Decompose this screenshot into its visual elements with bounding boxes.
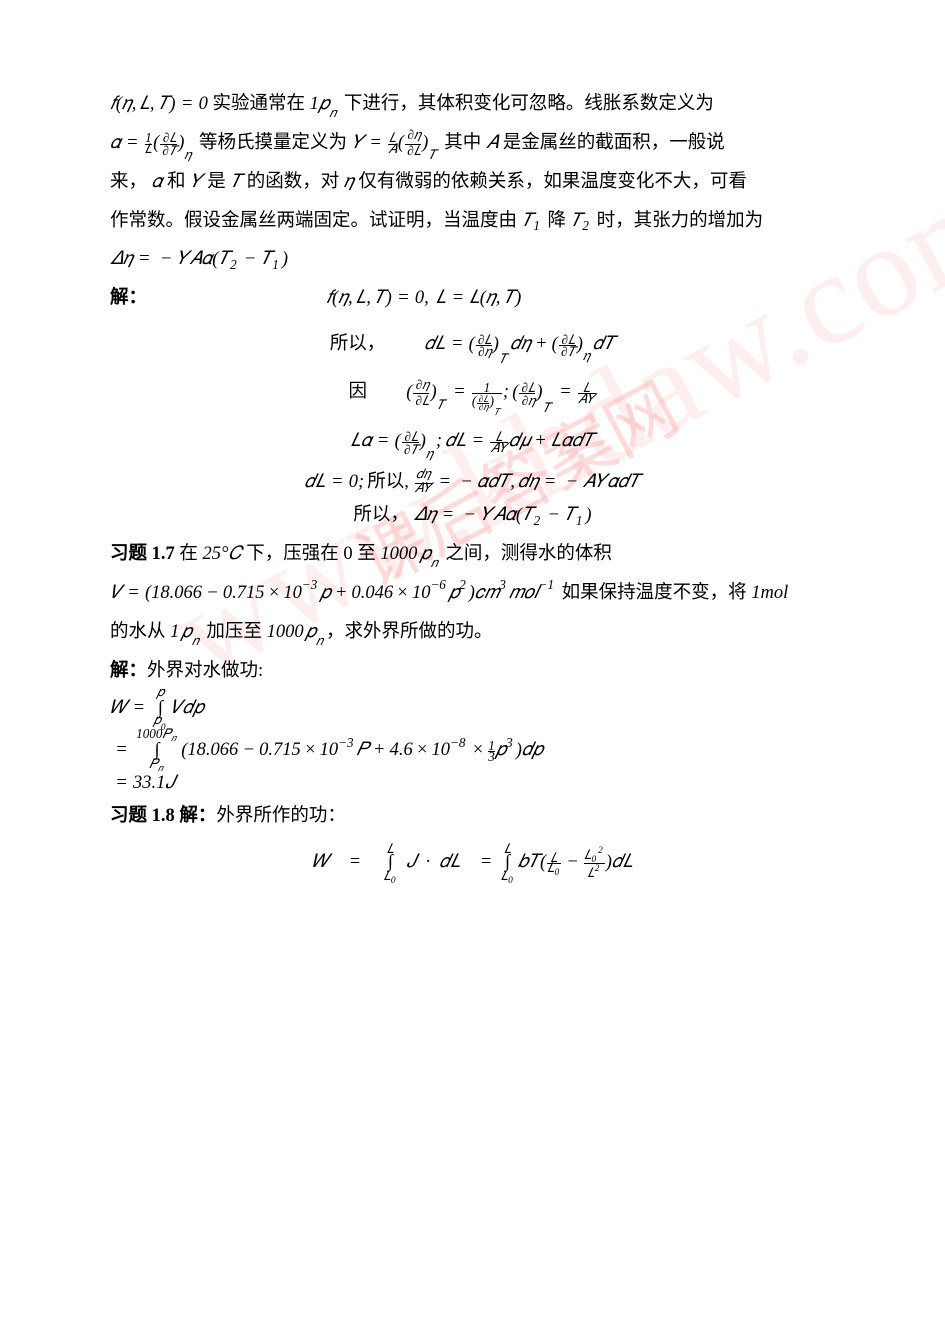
sym-T2: T2 [571,213,592,230]
ex17-t6: 加压至 [202,622,267,642]
sym-eta: η [344,178,354,191]
para-4: 作常数。假设金属丝两端固定。试证明，当温度由 T1 降 T2 时，其张力的增加为 [110,202,835,241]
ex17-t5: 的水从 [110,622,170,642]
label-suoyi2: 所以, [367,472,409,492]
eq-block-yin: 因 (∂η∂L)T= 1(∂L∂η)T ;(∂L∂η)T=LAY [110,370,835,415]
sym-Y: Y [190,174,203,187]
p1-t1: 实验通常在 [208,94,310,114]
p3-t5: 仅有微弱的依赖关系，如果温度变化不大，可看 [354,172,747,192]
p1-t2: 下进行，其体积变化可忽略。线胀系数定义为 [339,94,714,114]
eq-ex18: W= ∫L0LJ·dL = ∫L0LbT (LL0−L02L2)dL [312,845,633,883]
eq-1mol: 1mol [751,585,788,598]
eq-1000pn: 1000pn [380,546,440,567]
sym-T1: T1 [522,213,543,230]
eq-dL0: dL=0; [305,474,368,490]
eq-1pn: 1pn [310,96,340,117]
p3-t3: 是 [203,172,231,192]
eq-V: V=(18.066−0.715×10−3p+0.046×10−6p2)cm3mo… [110,581,557,603]
eq-partials: (∂η∂L)T= 1(∂L∂η)T ;(∂L∂η)T=LAY [406,379,596,416]
ex17-sol-label: 解： [110,661,147,681]
eq-deta: dηAY=−αdT,dη=−AYαdT [414,469,641,492]
p3-t2: 和 [162,172,190,192]
p3-t1: 来， [110,172,152,192]
ex18-text: 外界所作的功： [216,806,346,826]
ex17-t7: ，求外界所做的功。 [326,622,493,642]
label-yin: 因 [348,382,367,402]
solution-line: 解： f(η,L,T)=0,L=L(η,T) [110,279,835,318]
sym-alpha: α [152,178,163,187]
eq-final: Δη=−YAα(T2−T1) [414,507,592,526]
eq-block-dL0: dL=0; 所以, dηAY=−αdT,dη=−AYαdT [110,468,835,498]
eq-1pn-b: 1pn [170,624,202,645]
eq-dL: dL=(∂L∂η)Tdη+(∂L∂T)ηdT [424,334,615,364]
p4-t2: 降 [543,211,571,231]
document-page: f(η,L,T)=0 实验通常在 1pn 下进行，其体积变化可忽略。线胀系数定义… [0,0,945,949]
ex18-title: 习题 1.8 解： [110,806,216,826]
p3-t4: 的函数，对 [242,172,344,192]
p2-t2: 其中 [440,133,486,153]
p2-t1: 等杨氏摸量定义为 [194,133,351,153]
ex17-t2: 下，压强在 0 至 [242,544,381,564]
eq-block-final: 所以， Δη=−YAα(T2−T1) [110,501,835,531]
eq-alpha-def: α=1L(∂L∂T)η [110,132,194,162]
eq-1000pn-b: 1000pn [267,624,326,645]
eq-block-dL: 所以， dL=(∂L∂η)Tdη+(∂L∂T)ηdT [110,322,835,366]
label-suoyi: 所以， [330,334,386,354]
para-1: f(η,L,T)=0 实验通常在 1pn 下进行，其体积变化可忽略。线胀系数定义… [110,85,835,124]
ex17-t3: 之间，测得水的体积 [441,544,612,564]
ex17-line1: 习题 1.7 在 25°C 下，压强在 0 至 1000pn 之间，测得水的体积 [110,535,835,574]
work-line3: =33.1J [110,771,835,797]
eq-W1: W=∫p0pVdp [110,690,204,730]
work-line1: W=∫p0pVdp [110,690,835,730]
sym-A: A [486,135,498,148]
sol-label: 解： [110,288,147,308]
para-2: α=1L(∂L∂T)η 等杨氏摸量定义为 Y=LA(∂η∂L)T 其中 A 是金… [110,124,835,163]
eq-sol-1: f(η,L,T)=0,L=L(η,T) [326,289,521,308]
ex17-title: 习题 1.7 [110,544,175,564]
sym-T: T [230,174,242,187]
ex17-sol: 解：外界对水做功: [110,652,835,691]
ex17-t4: 如果保持温度不变，将 [557,583,751,603]
ex17-sol-text: 外界对水做功: [147,661,263,681]
label-suoyi3: 所以， [353,505,409,525]
ex17-line2: V=(18.066−0.715×10−3p+0.046×10−6p2)cm3mo… [110,574,835,613]
eq-25C: 25°C [203,546,242,559]
para-3: 来， α 和 Y 是 T 的函数，对 η 仅有微弱的依赖关系，如果温度变化不大，… [110,163,835,202]
eq-W3: =33.1J [110,775,175,788]
ex18-line: 习题 1.8 解：外界所作的功： [110,797,835,836]
eq-Lalpha: Lα=(∂L∂T)η; dL=LAYdμ+LαdT [351,431,595,461]
p2-t3: 是金属丝的截面积，一般说 [498,133,725,153]
p4-t1: 作常数。假设金属丝两端固定。试证明，当温度由 [110,211,522,231]
eq-W2: =∫Pn1000Pn(18.066−0.715×10−3P+4.6×10−8×1… [110,730,543,771]
eq-Y-def: Y=LA(∂η∂L)T [352,129,440,159]
eq-block-Lalpha: Lα=(∂L∂T)η; dL=LAYdμ+LαdT [110,419,835,463]
eq-f: f(η,L,T)=0 [110,95,208,114]
para-result: Δη=−YAα(T2−T1) [110,240,835,279]
work-line2: =∫Pn1000Pn(18.066−0.715×10−3P+4.6×10−8×1… [110,730,835,771]
p4-t3: 时，其张力的增加为 [592,211,763,231]
ex17-line3: 的水从 1pn 加压至 1000pn，求外界所做的功。 [110,613,835,652]
eq-delta-eta: Δη=−YAα(T2−T1) [110,251,288,270]
eq-block-ex18: W= ∫L0LJ·dL = ∫L0LbT (LL0−L02L2)dL [110,840,835,884]
ex17-t1: 在 [175,544,203,564]
